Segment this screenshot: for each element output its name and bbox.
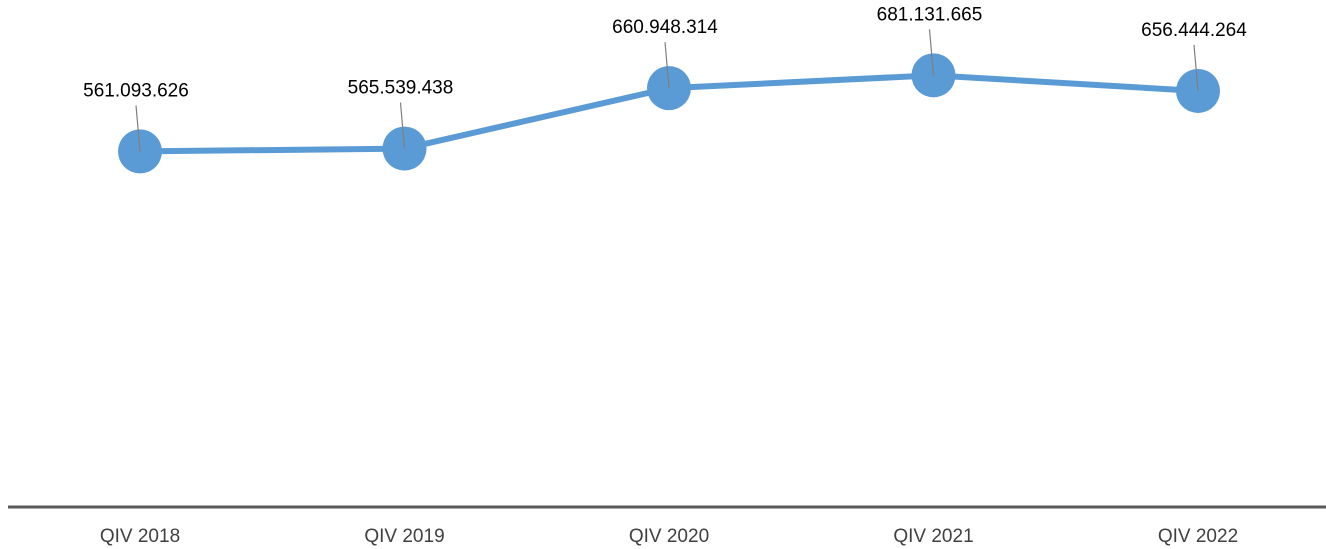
x-tick-label: QIV 2020: [629, 526, 709, 547]
x-tick-label: QIV 2022: [1158, 526, 1238, 547]
x-tick-label: QIV 2019: [364, 526, 444, 547]
x-tick-label: QIV 2018: [100, 526, 180, 547]
leader-line: [135, 105, 141, 152]
leader-line: [928, 29, 935, 76]
leader-line: [399, 102, 406, 149]
leader-line: [664, 42, 670, 89]
leader-line: [1193, 44, 1199, 92]
data-label: 565.539.438: [348, 78, 454, 99]
data-label: 656.444.264: [1141, 20, 1247, 41]
data-label: 660.948.314: [612, 17, 718, 38]
data-label: 681.131.665: [877, 4, 983, 25]
x-tick-label: QIV 2021: [893, 526, 973, 547]
data-label: 561.093.626: [83, 80, 189, 101]
